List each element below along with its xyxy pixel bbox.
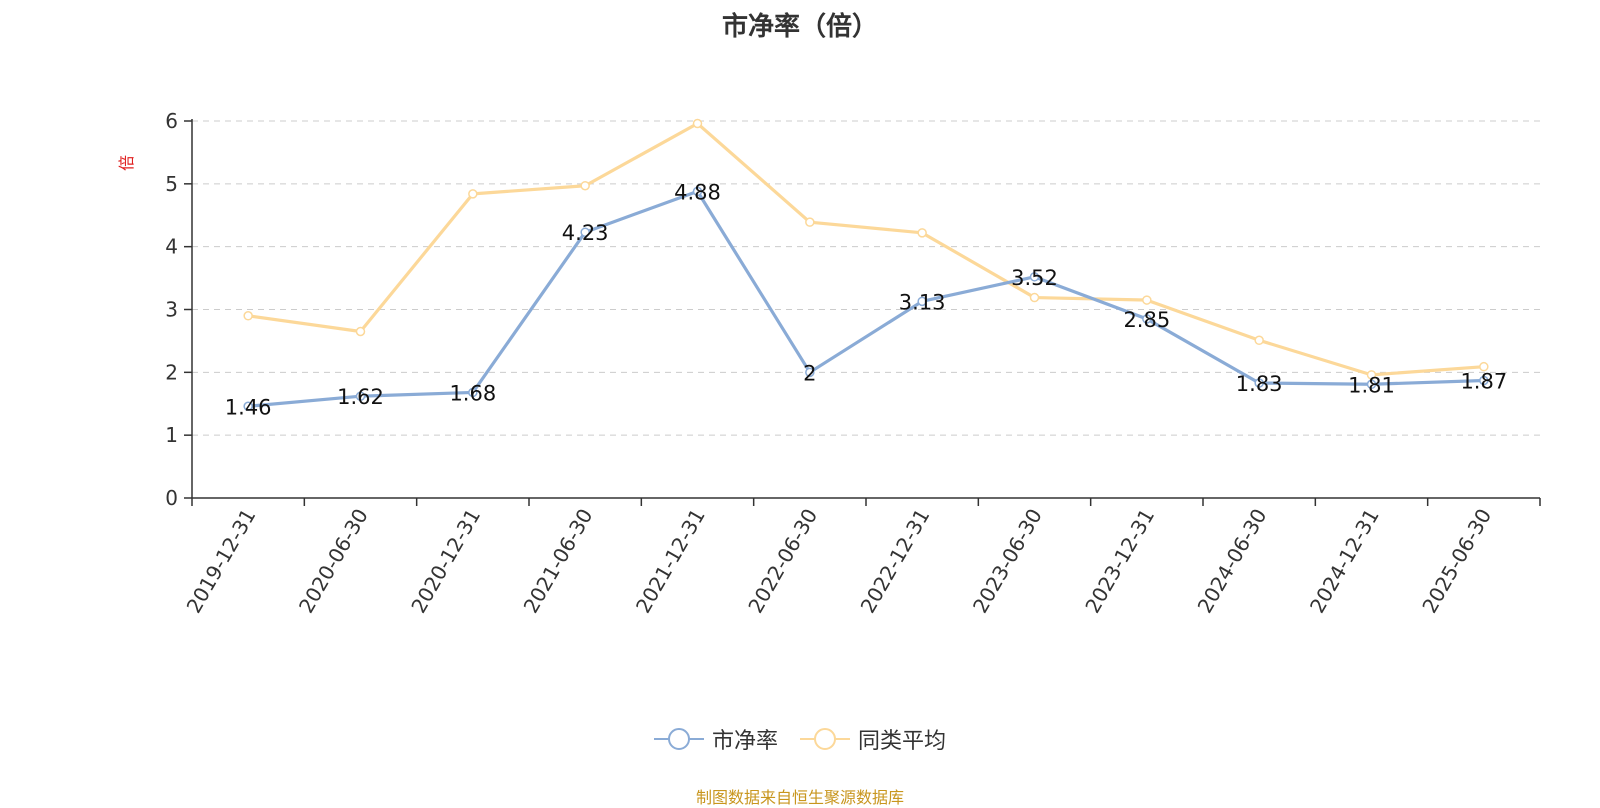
x-tick-label: 2020-12-31 [406, 505, 485, 618]
legend-marker-pb-icon [653, 728, 704, 750]
data-label: 1.46 [225, 395, 272, 419]
x-tick-label: 2022-06-30 [743, 505, 822, 618]
data-label: 2 [803, 361, 816, 385]
x-tick-label: 2020-06-30 [294, 505, 373, 618]
x-tick-label: 2023-06-30 [968, 505, 1047, 618]
legend-marker-peer-avg-icon [800, 728, 850, 750]
data-label: 1.62 [337, 385, 384, 409]
series-lines [243, 118, 1489, 412]
y-tick-label: 5 [165, 172, 178, 196]
data-point [1142, 295, 1152, 305]
data-point [692, 186, 703, 197]
data-point [692, 118, 703, 129]
y-tick-label: 3 [165, 298, 178, 322]
data-point [468, 189, 478, 199]
data-label: 4.88 [674, 180, 721, 204]
series-line [247, 121, 1484, 377]
data-point [355, 326, 366, 337]
data-point [917, 296, 927, 307]
chart-title: 市净率（倍） [721, 12, 878, 42]
legend-label-pb: 市净率 [711, 729, 778, 754]
x-tick-label: 2021-06-30 [519, 505, 598, 618]
legend-item-pb[interactable]: 市净率 [653, 723, 778, 755]
data-label: 3.52 [1011, 266, 1058, 290]
data-point [1254, 378, 1264, 388]
source-note: 制图数据来自恒生聚源数据库 [695, 788, 904, 807]
x-tick-label: 2022-12-31 [856, 505, 935, 618]
data-label: 1.68 [449, 381, 496, 405]
data-label: 2.85 [1123, 308, 1170, 332]
data-label: 1.83 [1236, 372, 1283, 396]
data-point [1254, 335, 1264, 346]
data-point [1366, 370, 1377, 380]
x-tick-label: 2024-12-31 [1305, 505, 1384, 618]
data-point [917, 228, 927, 238]
data-point [805, 367, 815, 378]
x-tick-label: 2021-12-31 [631, 505, 710, 618]
data-point [243, 311, 253, 321]
data-point [1479, 375, 1489, 386]
y-axis-label: 倍 [117, 155, 136, 171]
data-point [468, 387, 478, 398]
x-tick-label: 2024-06-30 [1193, 505, 1272, 618]
data-point [1029, 272, 1040, 282]
data-point [580, 180, 590, 191]
x-tick-label: 2025-06-30 [1417, 505, 1496, 618]
legend: 市净率 同类平均 [0, 723, 1600, 755]
data-label: 4.23 [562, 221, 609, 245]
data-point [1029, 292, 1040, 303]
y-tick-label: 0 [165, 486, 178, 510]
grid-lines [192, 120, 1540, 436]
legend-item-peer-avg[interactable]: 同类平均 [800, 723, 946, 755]
series-line [248, 189, 1484, 408]
data-point [1142, 314, 1152, 324]
legend-label-peer-avg: 同类平均 [858, 729, 947, 754]
data-label: 3.13 [899, 290, 946, 314]
data-point [243, 401, 253, 412]
y-tick-label: 1 [165, 423, 178, 447]
data-label: 1.87 [1460, 370, 1507, 394]
data-point [1366, 379, 1377, 390]
data-point [805, 217, 815, 227]
y-tick-label: 4 [165, 235, 178, 259]
y-tick-label: 6 [165, 109, 178, 133]
axes: 0 1 2 3 4 5 6 倍 2019-12-31 2020-06-30 2020-12-31 20… [117, 109, 1541, 618]
data-label: 1.81 [1348, 373, 1395, 397]
data-labels: 1.46 1.62 1.68 4.23 4.88 2 3.13 3.52 2.85 1.83 1.8… [225, 180, 1507, 419]
data-point [580, 227, 590, 237]
data-point [355, 391, 366, 401]
x-tick-label: 2023-12-31 [1080, 505, 1159, 618]
x-tick-label: 2019-12-31 [182, 505, 261, 618]
data-point [1479, 361, 1489, 372]
y-tick-label: 2 [165, 360, 178, 384]
